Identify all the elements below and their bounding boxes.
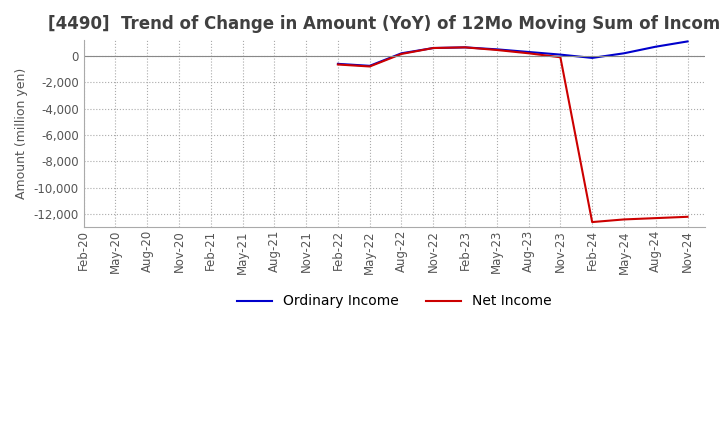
Ordinary Income [461, 45, 469, 50]
Net Income [524, 51, 533, 56]
Net Income [556, 55, 564, 60]
Ordinary Income [365, 63, 374, 69]
Net Income [588, 220, 596, 225]
Net Income [365, 64, 374, 69]
Ordinary Income [492, 47, 501, 52]
Ordinary Income [429, 45, 438, 51]
Net Income [652, 216, 660, 221]
Net Income [683, 214, 692, 220]
Ordinary Income [524, 49, 533, 55]
Net Income [333, 62, 342, 67]
Net Income [620, 217, 629, 222]
Y-axis label: Amount (million yen): Amount (million yen) [15, 68, 28, 199]
Title: [4490]  Trend of Change in Amount (YoY) of 12Mo Moving Sum of Incomes: [4490] Trend of Change in Amount (YoY) o… [48, 15, 720, 33]
Ordinary Income [588, 55, 596, 61]
Line: Ordinary Income: Ordinary Income [338, 41, 688, 66]
Ordinary Income [556, 52, 564, 57]
Ordinary Income [683, 39, 692, 44]
Net Income [397, 51, 406, 57]
Ordinary Income [620, 51, 629, 56]
Line: Net Income: Net Income [338, 48, 688, 222]
Legend: Ordinary Income, Net Income: Ordinary Income, Net Income [231, 289, 557, 314]
Net Income [429, 45, 438, 51]
Net Income [492, 48, 501, 53]
Ordinary Income [652, 44, 660, 49]
Ordinary Income [397, 51, 406, 56]
Net Income [461, 45, 469, 50]
Ordinary Income [333, 61, 342, 66]
